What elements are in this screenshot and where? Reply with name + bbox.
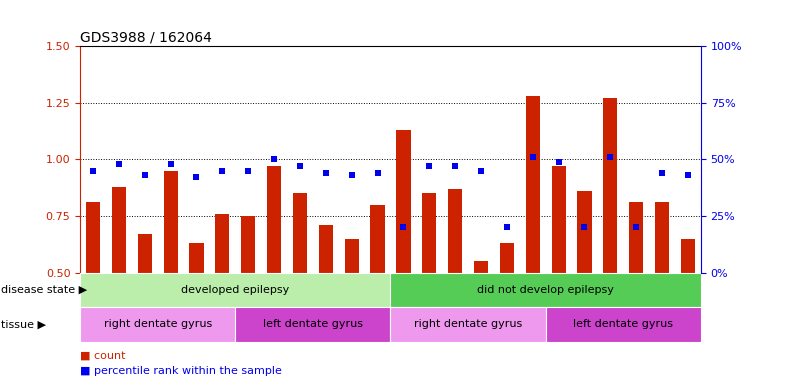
Bar bbox=[396, 130, 411, 384]
Point bbox=[397, 224, 410, 230]
Text: left dentate gyrus: left dentate gyrus bbox=[263, 319, 363, 329]
Bar bbox=[215, 214, 229, 384]
Bar bbox=[681, 238, 695, 384]
Bar bbox=[241, 216, 256, 384]
Bar bbox=[655, 202, 669, 384]
Text: disease state ▶: disease state ▶ bbox=[1, 285, 87, 295]
Bar bbox=[545, 307, 701, 342]
Bar bbox=[163, 170, 178, 384]
Bar bbox=[112, 187, 126, 384]
Point bbox=[682, 172, 694, 178]
Point bbox=[190, 174, 203, 180]
Bar bbox=[390, 273, 701, 307]
Point bbox=[293, 163, 306, 169]
Text: GDS3988 / 162064: GDS3988 / 162064 bbox=[80, 30, 212, 44]
Bar bbox=[370, 205, 384, 384]
Text: left dentate gyrus: left dentate gyrus bbox=[574, 319, 674, 329]
Bar bbox=[80, 273, 391, 307]
Point bbox=[242, 167, 255, 174]
Bar bbox=[603, 98, 618, 384]
Bar bbox=[390, 307, 545, 342]
Bar bbox=[448, 189, 462, 384]
Point bbox=[87, 167, 99, 174]
Text: right dentate gyrus: right dentate gyrus bbox=[414, 319, 522, 329]
Bar bbox=[189, 243, 203, 384]
Text: right dentate gyrus: right dentate gyrus bbox=[103, 319, 211, 329]
Bar bbox=[552, 166, 566, 384]
Point bbox=[268, 156, 280, 162]
Point bbox=[501, 224, 513, 230]
Bar bbox=[86, 202, 100, 384]
Bar bbox=[138, 234, 152, 384]
Point bbox=[526, 154, 539, 160]
Text: ■ count: ■ count bbox=[80, 351, 126, 361]
Bar bbox=[267, 166, 281, 384]
Text: tissue ▶: tissue ▶ bbox=[1, 319, 46, 329]
Bar bbox=[578, 191, 592, 384]
Bar bbox=[422, 194, 437, 384]
Point bbox=[320, 170, 332, 176]
Point bbox=[475, 167, 488, 174]
Point bbox=[139, 172, 151, 178]
Point bbox=[423, 163, 436, 169]
Bar bbox=[319, 225, 333, 384]
Text: developed epilepsy: developed epilepsy bbox=[181, 285, 289, 295]
Bar bbox=[293, 194, 307, 384]
Bar bbox=[235, 307, 390, 342]
Point bbox=[345, 172, 358, 178]
Bar bbox=[80, 307, 235, 342]
Bar bbox=[344, 238, 359, 384]
Point bbox=[604, 154, 617, 160]
Point bbox=[630, 224, 642, 230]
Point bbox=[449, 163, 461, 169]
Text: ■ percentile rank within the sample: ■ percentile rank within the sample bbox=[80, 366, 282, 376]
Bar bbox=[525, 96, 540, 384]
Point bbox=[112, 161, 125, 167]
Point bbox=[578, 224, 591, 230]
Bar bbox=[500, 243, 514, 384]
Point bbox=[164, 161, 177, 167]
Bar bbox=[629, 202, 643, 384]
Point bbox=[656, 170, 669, 176]
Point bbox=[371, 170, 384, 176]
Bar bbox=[474, 261, 488, 384]
Text: did not develop epilepsy: did not develop epilepsy bbox=[477, 285, 614, 295]
Point bbox=[216, 167, 229, 174]
Point bbox=[552, 159, 565, 165]
